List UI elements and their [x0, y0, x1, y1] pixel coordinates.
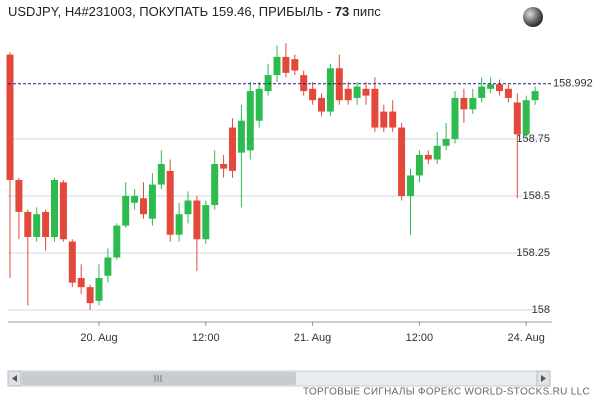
- title-prefix: USDJPY, H4#231003, ПОКУПАТЬ 159.46, ПРИБ…: [8, 4, 335, 19]
- candle-body: [371, 88, 379, 128]
- candle-body: [478, 86, 486, 98]
- candle-body: [264, 75, 272, 92]
- candle-body: [131, 195, 139, 203]
- candle-body: [415, 154, 423, 176]
- candle-body: [24, 211, 32, 238]
- candle-body: [407, 175, 414, 196]
- title-bold: 73: [335, 4, 349, 19]
- candle-body: [184, 200, 192, 215]
- current-price-label: 158.992: [553, 78, 593, 90]
- candle-body: [68, 241, 76, 283]
- candle-body: [531, 91, 539, 101]
- candle-body: [220, 164, 228, 169]
- y-tick-label: 158.25: [516, 247, 550, 259]
- candle-body: [282, 56, 290, 73]
- candle-body: [424, 154, 432, 160]
- scroll-thumb[interactable]: [22, 372, 296, 385]
- candle-body: [104, 257, 112, 276]
- candle-body: [42, 211, 50, 238]
- candle-body: [77, 278, 85, 288]
- candle-body: [442, 138, 450, 146]
- globe-icon[interactable]: [523, 7, 543, 27]
- candle-body: [460, 97, 468, 110]
- chart-title: USDJPY, H4#231003, ПОКУПАТЬ 159.46, ПРИБ…: [8, 4, 381, 19]
- title-suffix: пипс: [349, 4, 381, 19]
- x-tick-label: 21. Aug: [294, 332, 331, 344]
- x-tick-label: 12:00: [406, 332, 434, 344]
- candle-body: [309, 88, 317, 101]
- candle-body: [273, 56, 281, 76]
- candle-body: [255, 88, 263, 121]
- candle-body: [496, 84, 503, 92]
- candle-body: [291, 59, 299, 71]
- candle-body: [59, 182, 67, 240]
- candle-body: [202, 205, 210, 240]
- candle-body: [113, 225, 121, 258]
- candle-body: [380, 111, 388, 128]
- current-price-box: [552, 76, 598, 91]
- x-tick-label: 24. Aug: [508, 332, 545, 344]
- candle-body: [122, 195, 130, 226]
- candle-body: [157, 164, 165, 185]
- y-tick-label: 158.75: [516, 133, 550, 145]
- candle-body: [504, 88, 512, 98]
- candle-body: [398, 127, 406, 196]
- y-tick-label: 158.5: [522, 190, 550, 202]
- candle-body: [362, 88, 370, 96]
- candle-body: [140, 198, 147, 215]
- candle-body: [15, 180, 23, 212]
- footer: ТОРГОВЫЕ СИГНАЛЫ ФОРЕКС WORLD-STOCKS.RU …: [303, 387, 590, 398]
- candle-body: [513, 102, 521, 135]
- x-tick-label: 12:00: [192, 332, 220, 344]
- scrollbar: [7, 370, 551, 387]
- candle-body: [318, 97, 325, 112]
- candle-body: [433, 145, 441, 160]
- candle-body: [6, 54, 14, 180]
- candle-body: [487, 84, 495, 89]
- candle-body: [193, 200, 201, 240]
- candle-body: [353, 86, 361, 98]
- candle-body: [246, 91, 254, 151]
- candle-body: [469, 97, 477, 110]
- candle-body: [389, 111, 397, 128]
- plot: 158 158.25 158.5 158.75 20. Aug 12:00 21. Aug 1…: [6, 43, 598, 344]
- y-tick-label: 158: [532, 304, 550, 316]
- candle-body: [451, 97, 459, 139]
- candle-body: [86, 287, 94, 304]
- candle-body: [148, 184, 156, 219]
- thumb-grip: [154, 375, 162, 382]
- candle-body: [211, 164, 219, 206]
- candle-body: [51, 180, 58, 238]
- candle-body: [95, 278, 103, 301]
- candle-body: [326, 68, 334, 112]
- candle-body: [175, 214, 183, 235]
- x-tick-label: 20. Aug: [80, 332, 117, 344]
- candle-body: [33, 214, 41, 238]
- candle-body: [522, 100, 530, 135]
- candle-body: [166, 170, 174, 235]
- candle-body: [237, 120, 245, 153]
- arrow-left: [12, 375, 17, 382]
- candle-body: [229, 127, 236, 171]
- candle-body: [344, 88, 352, 101]
- arrow-right: [541, 375, 546, 382]
- candle-body: [300, 75, 308, 92]
